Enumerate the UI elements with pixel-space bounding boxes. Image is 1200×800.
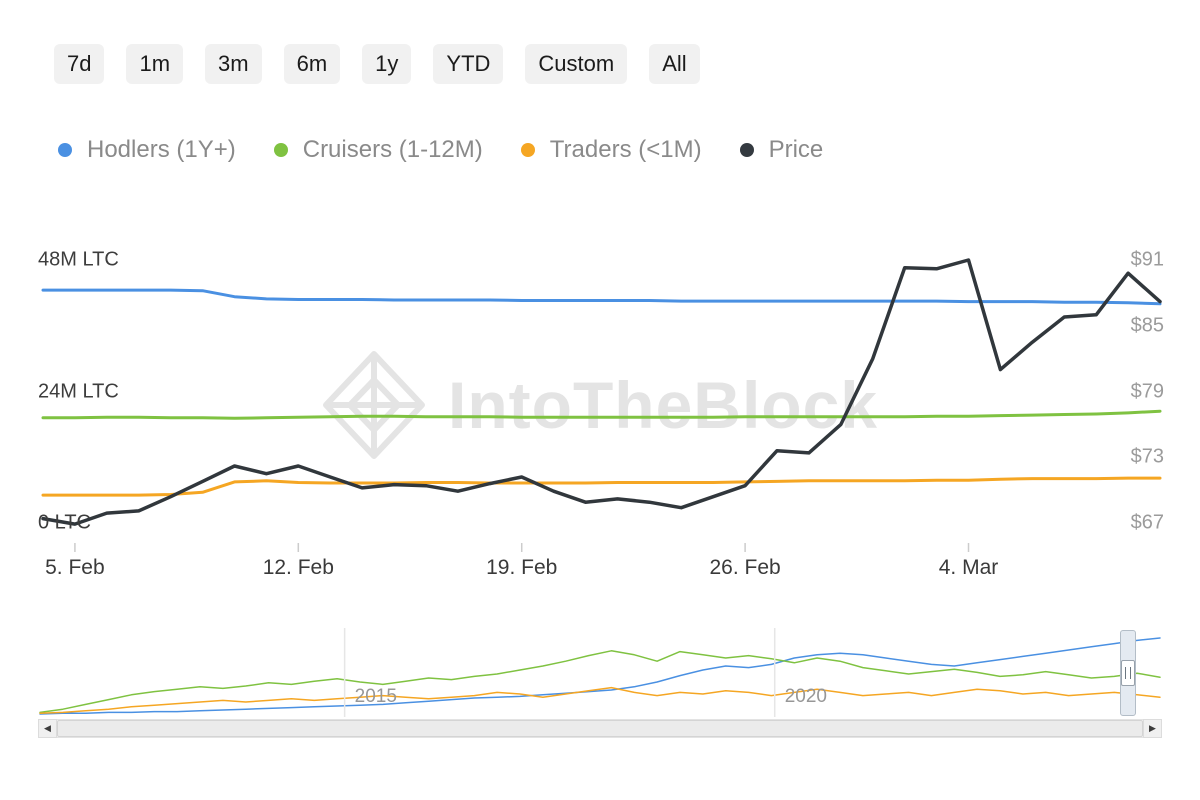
navigator-handle-grip-icon xyxy=(1121,660,1135,686)
legend-item-price[interactable]: Price xyxy=(739,136,824,164)
legend-label: Price xyxy=(768,136,824,163)
legend: Hodlers (1Y+) Cruisers (1-12M) Traders (<1… xyxy=(58,136,823,164)
x-axis-label: 26. Feb xyxy=(709,556,781,579)
legend-dot-icon xyxy=(273,143,288,157)
legend-label: Hodlers (1Y+) xyxy=(87,136,236,163)
timerange-button-6m[interactable]: 6m xyxy=(283,44,341,84)
navigator-year-label: 2015 xyxy=(354,686,397,707)
x-axis-label: 19. Feb xyxy=(486,556,558,579)
timerange-button-7d[interactable]: 7d xyxy=(54,44,105,84)
timerange-button-all[interactable]: All xyxy=(649,44,700,84)
scroll-right-button[interactable]: ▶ xyxy=(1143,719,1162,738)
scrollbar-track[interactable] xyxy=(57,719,1143,738)
x-axis-label: 5. Feb xyxy=(45,556,105,579)
legend-label: Traders (<1M) xyxy=(549,136,702,163)
timerange-button-1y[interactable]: 1y xyxy=(362,44,412,84)
main-chart-area[interactable] xyxy=(40,250,1162,550)
timerange-button-custom[interactable]: Custom xyxy=(525,44,628,84)
scroll-left-icon: ◀ xyxy=(44,723,51,733)
legend-item-cruisers-1-12m[interactable]: Cruisers (1-12M) xyxy=(273,136,483,164)
navigator-handle[interactable] xyxy=(1120,630,1136,716)
legend-dot-icon xyxy=(739,143,754,157)
navigator[interactable]: 2015 2020 xyxy=(38,628,1162,718)
x-axis-label: 12. Feb xyxy=(262,556,334,579)
scrollbar-thumb[interactable] xyxy=(57,720,1143,737)
legend-dot-icon xyxy=(520,143,535,157)
scrollbar: ◀ ▶ xyxy=(38,719,1162,738)
navigator-year-label: 2020 xyxy=(784,686,827,707)
timerange-bar: 7d 1m 3m 6m 1y YTD Custom All xyxy=(54,44,700,84)
timerange-button-3m[interactable]: 3m xyxy=(205,44,262,84)
scroll-right-icon: ▶ xyxy=(1149,723,1156,733)
legend-dot-icon xyxy=(58,143,72,157)
timerange-button-ytd[interactable]: YTD xyxy=(433,44,504,84)
timerange-button-1m[interactable]: 1m xyxy=(126,44,184,84)
legend-label: Cruisers (1-12M) xyxy=(302,136,483,163)
x-axis-label: 4. Mar xyxy=(938,556,999,579)
scroll-left-button[interactable]: ◀ xyxy=(38,719,57,738)
legend-item-hodlers-1y[interactable]: Hodlers (1Y+) xyxy=(58,136,236,164)
legend-item-traders-1m[interactable]: Traders (<1M) xyxy=(520,136,702,164)
